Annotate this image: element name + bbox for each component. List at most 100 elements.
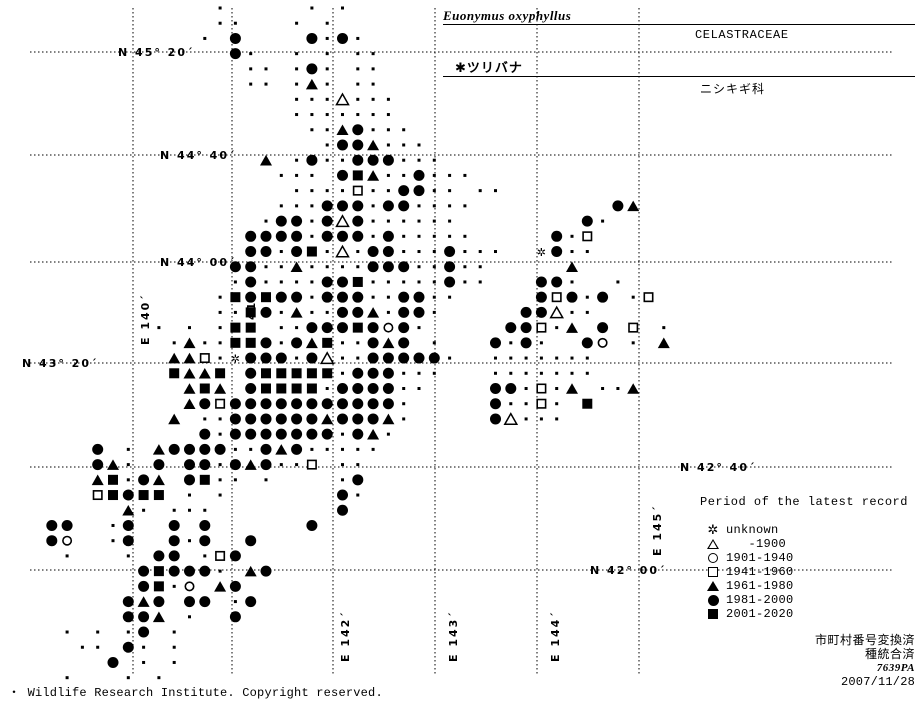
map-symbol-dot bbox=[126, 447, 130, 451]
map-symbol-square-filled bbox=[291, 383, 302, 394]
map-symbol-dot bbox=[402, 387, 406, 390]
map-symbol-circle-filled bbox=[122, 611, 134, 623]
map-symbol-dot bbox=[371, 280, 375, 284]
map-symbol-circle-filled bbox=[490, 413, 501, 425]
map-symbol-circle-filled bbox=[337, 276, 348, 288]
map-symbol-dot bbox=[616, 387, 620, 390]
map-symbol-circle-filled bbox=[352, 474, 364, 486]
map-symbol-triangle-filled bbox=[244, 565, 257, 577]
map-symbol-dot bbox=[417, 234, 421, 238]
map-symbol-circle-filled bbox=[367, 337, 379, 349]
map-symbol-dot bbox=[341, 158, 344, 162]
map-symbol-dot bbox=[356, 493, 360, 497]
map-symbol-circle-filled bbox=[352, 200, 364, 212]
map-symbol-dot bbox=[341, 432, 344, 436]
legend-row-square-filled: 2001-2020 bbox=[700, 607, 908, 621]
map-symbol-dot bbox=[585, 310, 589, 314]
map-symbol-circle-filled bbox=[291, 230, 303, 242]
map-symbol-dot bbox=[509, 402, 513, 406]
map-symbol-circle-filled bbox=[245, 246, 257, 258]
map-symbol-dot bbox=[295, 67, 299, 71]
map-symbol-dot bbox=[233, 280, 237, 284]
map-symbol-dot bbox=[295, 326, 299, 330]
map-symbol-circle-filled bbox=[337, 504, 348, 516]
map-symbol-dot bbox=[402, 173, 406, 177]
map-symbol-triangle-filled bbox=[183, 352, 196, 364]
map-symbol-dot bbox=[448, 189, 452, 193]
map-symbol-dot bbox=[386, 189, 390, 193]
map-symbol-square-open bbox=[582, 231, 593, 242]
map-symbol-dot bbox=[402, 219, 406, 223]
map-symbol-circle-filled bbox=[382, 154, 394, 166]
map-symbol-dot bbox=[432, 234, 436, 238]
map-symbol-circle-filled bbox=[46, 535, 58, 547]
map-symbol-dot bbox=[417, 204, 421, 208]
map-symbol-circle-filled bbox=[138, 565, 150, 577]
map-symbol-circle-filled bbox=[306, 63, 318, 75]
map-symbol-triangle-filled bbox=[627, 200, 640, 212]
map-symbol-dot bbox=[233, 478, 237, 482]
map-symbol-triangle-filled bbox=[367, 428, 380, 440]
family-japanese-name: ニシキギ科 bbox=[700, 82, 766, 96]
map-symbol-circle-filled bbox=[260, 413, 272, 425]
map-symbol-dot bbox=[631, 295, 635, 299]
map-symbol-square-filled bbox=[261, 383, 271, 394]
map-symbol-dot bbox=[356, 113, 360, 117]
map-symbol-dot bbox=[386, 432, 390, 436]
map-symbol-circle-filled bbox=[367, 367, 379, 379]
map-symbol-circle-filled bbox=[352, 215, 364, 227]
map-symbol-circle-filled bbox=[199, 519, 211, 531]
map-symbol-dot bbox=[417, 219, 421, 223]
map-symbol-dot bbox=[386, 143, 390, 147]
map-symbol-dot bbox=[279, 173, 283, 177]
map-symbol-circle-filled bbox=[291, 291, 303, 303]
map-symbol-circle-filled bbox=[245, 383, 257, 394]
map-symbol-dot bbox=[279, 265, 283, 269]
map-symbol-square-filled bbox=[352, 322, 363, 333]
map-symbol-circle-filled bbox=[337, 230, 348, 242]
map-symbol-dot bbox=[448, 173, 452, 177]
map-symbol-circle-filled bbox=[382, 200, 394, 212]
map-symbol-circle-filled bbox=[199, 398, 211, 410]
map-symbol-dot bbox=[218, 326, 222, 330]
map-symbol-dot bbox=[601, 387, 605, 390]
map-symbol-dot bbox=[142, 645, 146, 649]
map-symbol-dot bbox=[126, 478, 130, 482]
map-symbol-dot bbox=[386, 128, 390, 132]
map-symbol-square-open bbox=[536, 322, 547, 333]
map-symbol-circle-filled bbox=[46, 519, 58, 531]
map-symbol-triangle-filled bbox=[336, 124, 349, 136]
map-symbol-dot bbox=[279, 326, 283, 330]
map-symbol-circle-filled bbox=[551, 230, 563, 242]
map-symbol-circle-filled bbox=[199, 443, 211, 455]
map-symbol-triangle-filled bbox=[107, 459, 119, 470]
map-symbol-triangle-filled bbox=[91, 474, 104, 486]
latitude-label-1: N 44° 40´ bbox=[160, 149, 237, 162]
map-symbol-dot bbox=[386, 310, 390, 314]
map-symbol-circle-filled bbox=[413, 185, 425, 197]
map-symbol-dot bbox=[325, 36, 329, 40]
map-symbol-circle-filled bbox=[490, 337, 501, 349]
map-symbol-dot bbox=[524, 417, 528, 421]
map-symbol-dot bbox=[402, 371, 406, 375]
map-symbol-dot bbox=[279, 310, 283, 314]
map-symbol-triangle-filled bbox=[627, 383, 640, 394]
map-symbol-circle-filled bbox=[168, 519, 180, 531]
map-symbol-dot bbox=[188, 493, 191, 497]
square-open-glyph bbox=[708, 567, 718, 577]
map-symbol-triangle-open bbox=[319, 351, 335, 365]
map-symbol-circle-filled bbox=[398, 261, 410, 273]
map-symbol-dot bbox=[310, 295, 314, 299]
map-symbol-triangle-filled bbox=[275, 444, 288, 455]
map-symbol-dot bbox=[417, 387, 421, 390]
map-symbol-circle-filled bbox=[505, 322, 517, 334]
map-symbol-dot bbox=[325, 310, 329, 314]
map-symbol-dot bbox=[172, 508, 176, 512]
map-symbol-dot bbox=[341, 113, 344, 117]
map-symbol-dot bbox=[509, 341, 513, 345]
map-symbol-dot bbox=[371, 113, 375, 117]
map-symbol-square-filled bbox=[261, 292, 271, 303]
map-symbol-circle-filled bbox=[61, 519, 73, 531]
map-symbol-dot bbox=[172, 645, 176, 649]
map-symbol-circle-filled bbox=[581, 337, 593, 349]
